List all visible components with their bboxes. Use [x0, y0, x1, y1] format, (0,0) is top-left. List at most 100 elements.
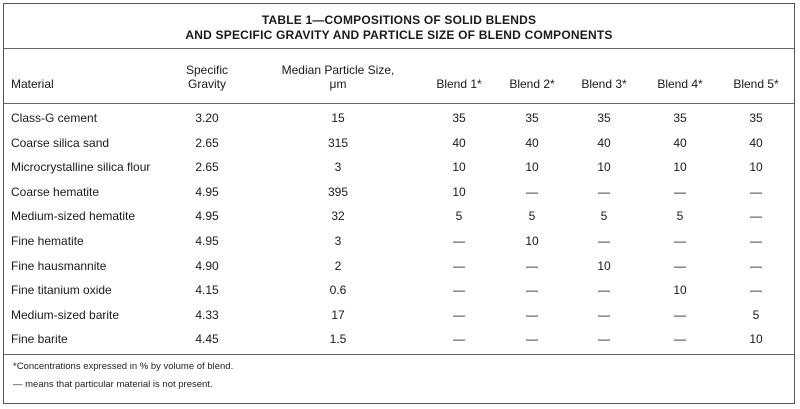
header-blend-1: Blend 1* [436, 77, 482, 91]
table-title: TABLE 1—COMPOSITIONS OF SOLID BLENDS AND… [4, 13, 794, 43]
cell-blend-1: 35 [452, 111, 466, 125]
table-row: Coarse silica sand 2.65 315 40 40 40 40 40 [4, 135, 794, 160]
cell-material: Medium-sized hematite [11, 209, 136, 224]
cell-blend-3: 10 [597, 160, 611, 175]
cell-blend-4: 5 [676, 209, 684, 224]
table-row: Fine hausmannite 4.90 2 — — 10 — — [4, 258, 794, 283]
footnote-dash: — means that particular material is not … [13, 379, 213, 390]
cell-blend-2: 35 [525, 111, 539, 125]
cell-specific-gravity: 4.95 [195, 184, 219, 199]
cell-specific-gravity: 4.95 [195, 209, 219, 224]
cell-blend-5: 10 [749, 332, 763, 347]
cell-material: Fine titanium oxide [11, 283, 112, 298]
cell-blend-3: 5 [600, 209, 608, 224]
cell-blend-5: — [750, 283, 762, 298]
cell-blend-4: — [674, 332, 686, 347]
cell-blend-2: — [526, 332, 538, 347]
cell-blend-4: — [674, 307, 686, 322]
header-divider [4, 103, 794, 104]
cell-particle-size: 0.6 [329, 283, 347, 298]
cell-blend-4: — [674, 234, 686, 248]
cell-blend-3: — [598, 283, 610, 298]
cell-blend-2: 10 [525, 234, 539, 248]
cell-blend-1: 5 [455, 209, 463, 224]
cell-particle-size: 15 [331, 111, 345, 125]
header-specific-gravity: Specific Gravity [185, 63, 229, 91]
cell-specific-gravity: 2.65 [195, 160, 219, 175]
cell-blend-2: — [526, 307, 538, 322]
cell-blend-2: — [526, 184, 538, 199]
header-material: Material [11, 77, 54, 91]
cell-blend-1: — [453, 307, 465, 322]
cell-blend-2: 40 [525, 135, 539, 150]
cell-blend-5: 40 [749, 135, 763, 150]
cell-material: Class-G cement [11, 111, 98, 125]
footnote-divider [4, 354, 794, 355]
cell-particle-size: 32 [331, 209, 345, 224]
cell-particle-size: 315 [327, 135, 349, 150]
cell-blend-3: — [598, 332, 610, 347]
cell-blend-3: — [598, 307, 610, 322]
cell-particle-size: 17 [331, 307, 345, 322]
cell-blend-5: 10 [749, 160, 763, 175]
cell-blend-4: — [674, 184, 686, 199]
header-particle-size: Median Particle Size, μm [281, 63, 395, 91]
cell-material: Fine hematite [11, 234, 84, 248]
title-line-2: AND SPECIFIC GRAVITY AND PARTICLE SIZE O… [185, 28, 613, 42]
table-row: Fine hematite 4.95 3 — 10 — — — [4, 233, 794, 258]
cell-blend-2: — [526, 258, 538, 273]
table-row: Microcrystalline silica flour 2.65 3 10 10 10… [4, 159, 794, 184]
header-blend-5: Blend 5* [733, 77, 779, 91]
cell-blend-4: — [674, 258, 686, 273]
title-line-1: TABLE 1—COMPOSITIONS OF SOLID BLENDS [261, 13, 537, 27]
table-row: Class-G cement 3.20 15 35 35 35 35 35 [4, 110, 794, 135]
header-blend-3: Blend 3* [581, 77, 627, 91]
cell-blend-3: 35 [597, 111, 611, 125]
table-row: Fine barite 4.45 1.5 — — — — 10 [4, 331, 794, 356]
cell-blend-1: 40 [452, 135, 466, 150]
table-frame: TABLE 1—COMPOSITIONS OF SOLID BLENDS AND… [3, 3, 795, 404]
cell-particle-size: 2 [334, 258, 342, 273]
cell-material: Coarse silica sand [11, 135, 110, 150]
footnote-concentration: *Concentrations expressed in % by volume… [13, 361, 234, 372]
header-blend-4: Blend 4* [657, 77, 703, 91]
cell-blend-4: 10 [673, 283, 687, 298]
cell-material: Fine barite [11, 332, 68, 347]
cell-material: Microcrystalline silica flour [11, 160, 151, 175]
cell-specific-gravity: 3.20 [195, 111, 219, 125]
table-row: Medium-sized hematite 4.95 32 5 5 5 5 — [4, 208, 794, 233]
cell-specific-gravity: 4.45 [195, 332, 219, 347]
cell-blend-1: — [453, 283, 465, 298]
cell-blend-1: 10 [452, 184, 466, 199]
cell-particle-size: 1.5 [329, 332, 347, 347]
cell-blend-1: — [453, 234, 465, 248]
cell-blend-5: 35 [749, 111, 763, 125]
cell-blend-3: — [598, 234, 610, 248]
cell-blend-5: — [750, 258, 762, 273]
cell-specific-gravity: 4.95 [195, 234, 219, 248]
cell-blend-2: 5 [528, 209, 536, 224]
cell-blend-1: — [453, 258, 465, 273]
cell-specific-gravity: 4.15 [195, 283, 219, 298]
cell-blend-4: 10 [673, 160, 687, 175]
cell-blend-3: 40 [597, 135, 611, 150]
table-row: Medium-sized barite 4.33 17 — — — — 5 [4, 307, 794, 332]
cell-blend-1: 10 [452, 160, 466, 175]
table-row: Fine titanium oxide 4.15 0.6 — — — 10 — [4, 282, 794, 307]
cell-blend-2: — [526, 283, 538, 298]
header-blend-2: Blend 2* [509, 77, 555, 91]
cell-specific-gravity: 2.65 [195, 135, 219, 150]
cell-blend-5: 5 [752, 307, 760, 322]
title-divider [4, 48, 794, 49]
cell-blend-5: — [750, 184, 762, 199]
cell-particle-size: 3 [334, 160, 342, 175]
cell-specific-gravity: 4.33 [195, 307, 219, 322]
cell-particle-size: 395 [327, 184, 349, 199]
cell-material: Fine hausmannite [11, 258, 107, 273]
cell-particle-size: 3 [334, 234, 342, 248]
cell-blend-5: — [750, 209, 762, 224]
cell-material: Coarse hematite [11, 184, 100, 199]
cell-blend-3: — [598, 184, 610, 199]
cell-blend-2: 10 [525, 160, 539, 175]
cell-blend-5: — [750, 234, 762, 248]
